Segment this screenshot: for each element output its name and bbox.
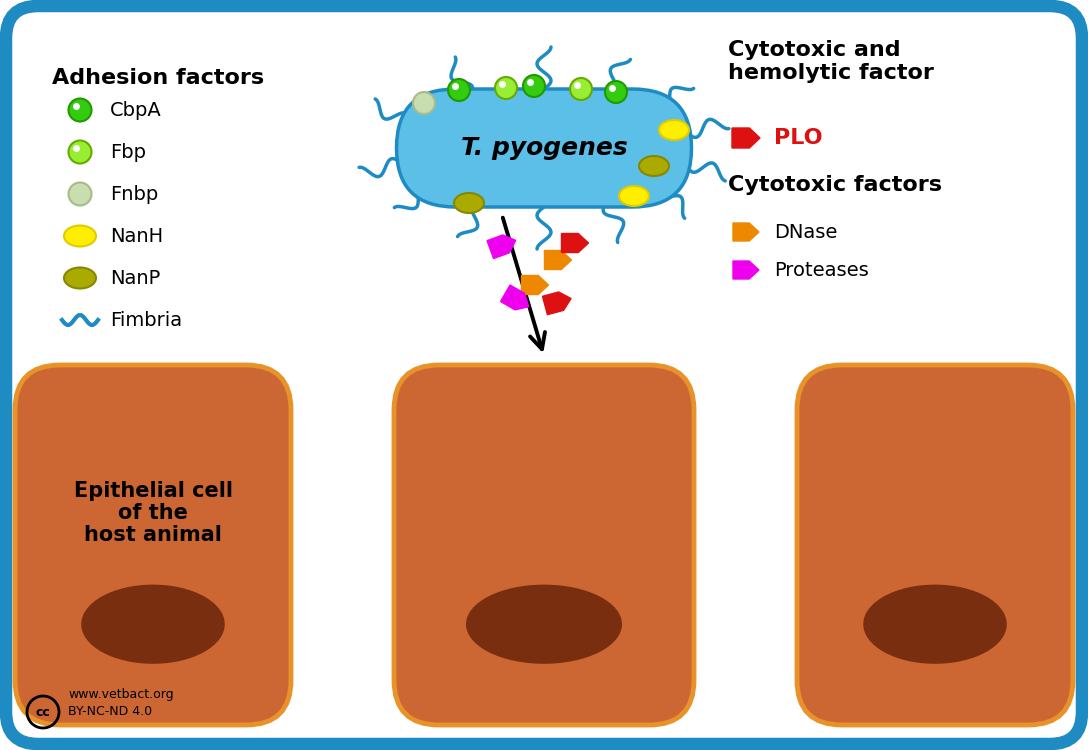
Text: DNase: DNase	[774, 223, 838, 242]
Polygon shape	[521, 275, 548, 295]
Ellipse shape	[69, 140, 91, 164]
Ellipse shape	[64, 226, 96, 247]
Text: NanH: NanH	[110, 226, 163, 245]
Text: Adhesion factors: Adhesion factors	[52, 68, 264, 88]
Ellipse shape	[523, 75, 545, 97]
Text: NanP: NanP	[110, 268, 160, 287]
Ellipse shape	[69, 98, 91, 122]
FancyBboxPatch shape	[396, 89, 692, 207]
Ellipse shape	[82, 584, 225, 664]
Text: Fimbria: Fimbria	[110, 310, 182, 329]
Polygon shape	[487, 235, 516, 259]
Polygon shape	[544, 251, 571, 269]
Ellipse shape	[448, 79, 470, 101]
Ellipse shape	[605, 81, 627, 103]
Ellipse shape	[570, 78, 592, 100]
Polygon shape	[733, 223, 759, 241]
Text: cc: cc	[36, 706, 50, 718]
Polygon shape	[500, 285, 529, 310]
Text: Proteases: Proteases	[774, 260, 868, 280]
Text: Cytotoxic factors: Cytotoxic factors	[728, 175, 942, 195]
Ellipse shape	[659, 120, 689, 140]
Text: Fnbp: Fnbp	[110, 184, 158, 203]
Text: PLO: PLO	[774, 128, 823, 148]
Ellipse shape	[64, 268, 96, 289]
Text: Fbp: Fbp	[110, 142, 146, 161]
Text: host animal: host animal	[84, 525, 222, 545]
Ellipse shape	[454, 193, 484, 213]
Ellipse shape	[495, 77, 517, 99]
Text: of the: of the	[119, 503, 188, 523]
Polygon shape	[732, 128, 761, 148]
Polygon shape	[543, 292, 571, 315]
Ellipse shape	[69, 182, 91, 206]
Text: T. pyogenes: T. pyogenes	[460, 136, 628, 160]
Ellipse shape	[639, 156, 669, 176]
Ellipse shape	[413, 92, 435, 114]
Text: Cytotoxic and
hemolytic factor: Cytotoxic and hemolytic factor	[728, 40, 934, 83]
FancyBboxPatch shape	[15, 365, 290, 725]
Polygon shape	[561, 233, 589, 253]
Text: Epithelial cell: Epithelial cell	[74, 481, 233, 501]
FancyBboxPatch shape	[798, 365, 1073, 725]
Polygon shape	[733, 261, 759, 279]
Text: CbpA: CbpA	[110, 100, 162, 119]
Ellipse shape	[863, 584, 1006, 664]
Text: www.vetbact.org
BY-NC-ND 4.0: www.vetbact.org BY-NC-ND 4.0	[67, 688, 174, 718]
FancyBboxPatch shape	[7, 6, 1081, 744]
Ellipse shape	[466, 584, 622, 664]
Ellipse shape	[619, 186, 650, 206]
FancyBboxPatch shape	[394, 365, 694, 725]
